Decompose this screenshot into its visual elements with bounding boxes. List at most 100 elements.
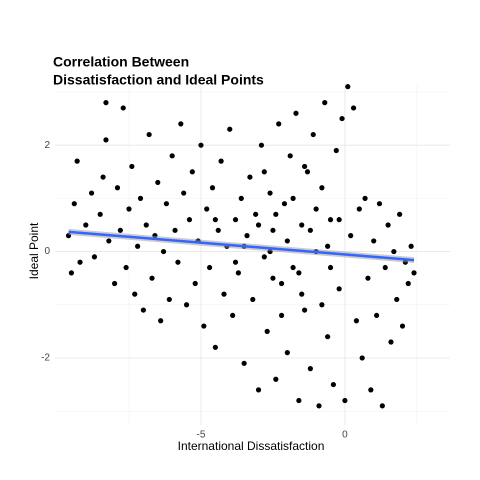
point [163, 201, 170, 207]
point [397, 211, 403, 217]
point [88, 190, 95, 196]
point [278, 312, 285, 319]
point [71, 201, 77, 207]
point [382, 264, 388, 271]
point [232, 217, 239, 223]
point [135, 243, 141, 249]
point [408, 243, 414, 249]
point [166, 296, 172, 303]
point [111, 280, 118, 287]
point [310, 131, 316, 138]
point [319, 185, 325, 191]
point [146, 131, 152, 138]
point [204, 206, 210, 212]
point [137, 195, 144, 201]
point [313, 206, 319, 212]
point [178, 121, 184, 127]
point [270, 275, 276, 281]
y-tick-label: 2 [44, 140, 50, 151]
x-tick-label: -5 [197, 430, 206, 441]
point [74, 158, 80, 164]
point [333, 147, 339, 154]
point [175, 259, 181, 265]
point [362, 195, 368, 201]
point [336, 217, 342, 223]
point [307, 366, 313, 372]
point [322, 100, 328, 106]
point [221, 291, 227, 297]
point [281, 201, 288, 207]
point [371, 238, 377, 244]
point [209, 185, 216, 191]
point [160, 248, 167, 255]
point [212, 344, 218, 350]
point [123, 264, 129, 271]
point [348, 233, 354, 239]
x-tick-label: 0 [342, 430, 348, 441]
point [244, 233, 250, 239]
point [232, 259, 239, 265]
point [359, 355, 365, 361]
point [319, 302, 325, 308]
point [158, 318, 164, 324]
point [278, 280, 285, 287]
point [103, 100, 109, 106]
point [336, 286, 342, 292]
point [114, 185, 121, 191]
point [255, 387, 262, 393]
point [296, 397, 302, 404]
point [103, 137, 109, 143]
point [307, 227, 313, 233]
point [235, 270, 241, 276]
point [250, 296, 256, 303]
point [302, 307, 308, 313]
point [172, 227, 178, 233]
point [91, 254, 98, 260]
point [284, 238, 290, 244]
point [181, 190, 187, 196]
point [339, 115, 345, 122]
y-tick-label: -2 [41, 353, 50, 364]
point [120, 105, 126, 111]
point [169, 153, 175, 159]
point [126, 206, 132, 212]
point [106, 238, 112, 244]
point [379, 403, 385, 409]
point [376, 201, 383, 207]
point [373, 312, 380, 319]
point [253, 211, 259, 217]
point [273, 376, 279, 382]
point [258, 142, 265, 148]
point [189, 169, 195, 175]
point [201, 323, 207, 329]
point [100, 174, 106, 180]
point [255, 222, 262, 228]
point [68, 270, 75, 276]
point [192, 280, 198, 287]
point [356, 206, 362, 212]
point [218, 158, 224, 164]
point [293, 110, 299, 116]
point [296, 270, 302, 276]
y-axis-title: Ideal Point [27, 222, 41, 279]
point [83, 222, 89, 228]
point [97, 211, 103, 217]
point [299, 291, 305, 297]
point [149, 275, 155, 281]
point [385, 222, 391, 228]
point [304, 169, 311, 175]
point [327, 217, 334, 223]
point [212, 217, 218, 223]
point [411, 270, 417, 276]
point [183, 302, 190, 308]
point [215, 227, 221, 233]
x-axis-title: International Dissatisfaction [178, 439, 325, 453]
point [350, 105, 357, 111]
point [290, 264, 296, 271]
point [405, 280, 411, 287]
point [394, 296, 400, 303]
point [230, 312, 236, 319]
point [368, 387, 374, 393]
point [132, 291, 138, 297]
